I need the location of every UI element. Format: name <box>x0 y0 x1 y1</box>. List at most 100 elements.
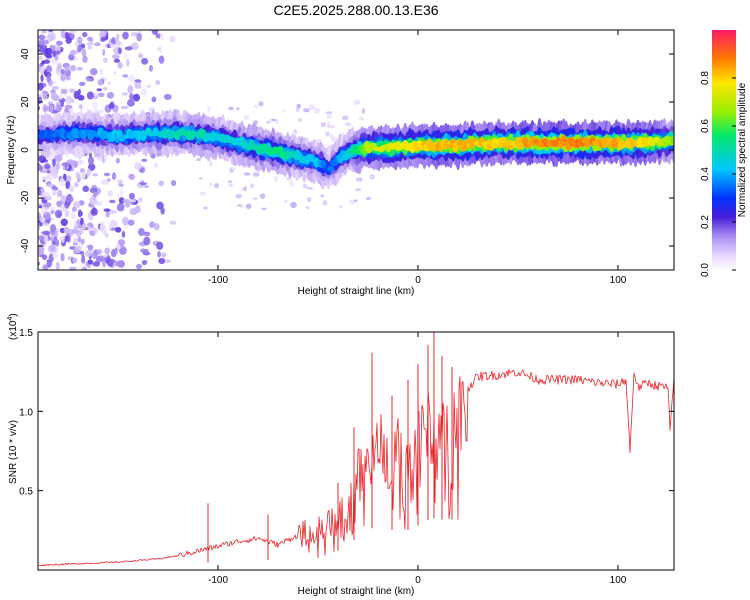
heatmap-speckle <box>245 203 252 210</box>
heatmap-speckle <box>77 88 81 96</box>
heatmap-speckle <box>120 105 129 110</box>
heatmap-speckle <box>91 101 98 110</box>
heatmap-speckle <box>90 68 98 76</box>
heatmap-speckle <box>341 115 349 121</box>
heatmap-speckle <box>281 109 286 112</box>
heatmap-speckle <box>38 244 45 254</box>
heatmap-speckle <box>158 180 165 187</box>
heatmap-speckle <box>55 261 60 270</box>
snr-series <box>38 332 674 567</box>
heatmap-speckle <box>38 39 46 46</box>
heatmap-speckle <box>76 230 82 238</box>
heatmap-speckle <box>93 191 99 196</box>
heatmap-speckle <box>50 230 56 237</box>
heatmap-ridge-4 <box>670 134 674 145</box>
heatmap-speckle <box>111 172 117 181</box>
heatmap-speckle <box>113 71 117 75</box>
heatmap-speckle <box>243 172 251 176</box>
x-tick-label: 100 <box>610 575 627 586</box>
heatmap-speckle <box>274 176 278 182</box>
heatmap-speckle <box>320 194 324 198</box>
heatmap-speckle <box>41 30 47 34</box>
heatmap-speckle <box>108 103 115 109</box>
heatmap-speckle <box>148 64 154 72</box>
heatmap-speckle <box>79 168 86 173</box>
spectrogram-panel: -100 0 100 -40 -20 0 20 40 Height of straight … <box>6 29 675 297</box>
heatmap-speckle <box>58 62 62 71</box>
heatmap-speckle <box>77 209 82 218</box>
heatmap-speckle <box>68 88 76 94</box>
heatmap-speckle <box>124 201 131 208</box>
heatmap-speckle <box>165 259 171 264</box>
heatmap-speckle <box>344 122 352 127</box>
spectrogram-x-label: Height of straight line (km) <box>298 286 415 297</box>
heatmap-speckle <box>45 165 51 169</box>
heatmap-speckle <box>361 108 366 114</box>
heatmap-speckle <box>38 55 43 61</box>
heatmap-speckle <box>49 236 55 242</box>
heatmap-speckle <box>115 226 122 233</box>
y-tick-label: 0 <box>20 147 31 153</box>
heatmap-speckle <box>84 249 93 258</box>
heatmap-speckle <box>322 200 328 206</box>
heatmap-speckle <box>60 88 68 94</box>
heatmap-speckle <box>295 108 300 112</box>
heatmap-speckle <box>65 95 73 105</box>
heatmap-speckle <box>38 235 45 241</box>
heatmap-speckle <box>144 184 149 189</box>
heatmap-speckle <box>92 92 100 96</box>
heatmap-speckle <box>126 99 135 107</box>
heatmap-speckle <box>243 186 247 192</box>
heatmap-speckle <box>253 104 259 109</box>
heatmap-speckle <box>45 47 53 56</box>
heatmap-speckle <box>60 194 67 203</box>
heatmap-speckle <box>317 139 323 142</box>
heatmap-speckle <box>331 136 338 143</box>
heatmap-speckle <box>113 58 120 63</box>
heatmap-speckle <box>119 240 125 248</box>
heatmap-speckle <box>127 219 135 226</box>
heatmap-speckle <box>38 205 43 209</box>
y-tick-label: 1.0 <box>19 407 33 418</box>
heatmap-speckle <box>325 115 333 119</box>
heatmap-speckle <box>87 244 93 252</box>
x-tick-label: -100 <box>208 575 228 586</box>
heatmap-speckle <box>117 260 125 268</box>
heatmap-speckle <box>118 183 124 187</box>
heatmap-speckle <box>82 31 88 38</box>
heatmap-speckle <box>42 254 48 260</box>
heatmap-speckle <box>159 33 165 41</box>
snr-scale-exponent: 4 <box>7 317 14 321</box>
heatmap-speckle <box>129 173 134 180</box>
heatmap-speckle <box>366 196 371 201</box>
heatmap-speckle <box>158 55 165 64</box>
heatmap-speckle <box>60 237 65 244</box>
heatmap-speckle <box>137 53 144 59</box>
heatmap-speckle <box>75 171 80 180</box>
spectrogram-heatmap <box>38 30 674 270</box>
heatmap-speckle <box>71 206 77 212</box>
y-tick-label: 0.5 <box>19 487 33 498</box>
heatmap-speckle <box>129 93 134 101</box>
heatmap-speckle <box>40 74 44 83</box>
heatmap-speckle <box>78 81 86 86</box>
heatmap-speckle <box>48 30 54 33</box>
heatmap-speckle <box>139 182 148 186</box>
heatmap-speckle <box>128 192 135 200</box>
heatmap-speckle <box>38 203 44 207</box>
y-tick-label: 20 <box>20 96 31 108</box>
snr-x-ticks: -100 0 100 <box>208 332 627 586</box>
heatmap-speckle <box>353 199 358 203</box>
heatmap-speckle <box>50 31 56 41</box>
heatmap-speckle <box>297 117 302 123</box>
heatmap-speckle <box>42 230 51 236</box>
heatmap-speckle <box>49 244 56 253</box>
heatmap-speckle <box>95 249 103 255</box>
heatmap-speckle <box>80 238 85 245</box>
heatmap-speckle <box>85 77 93 82</box>
heatmap-speckle <box>236 107 240 111</box>
heatmap-speckle <box>66 159 74 165</box>
heatmap-speckle <box>103 57 108 64</box>
heatmap-speckle <box>79 170 86 180</box>
